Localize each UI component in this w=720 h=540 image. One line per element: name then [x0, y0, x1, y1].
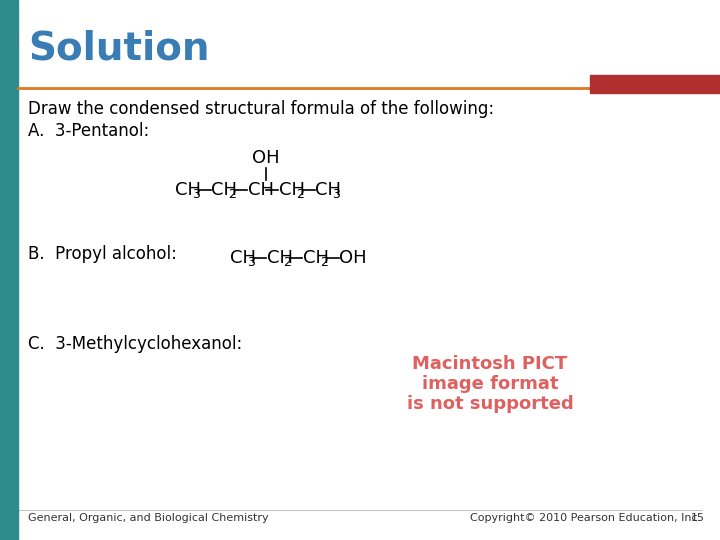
- Text: OH: OH: [340, 249, 367, 267]
- Text: 3: 3: [333, 187, 341, 200]
- Text: image format: image format: [422, 375, 558, 393]
- Text: A.  3-Pentanol:: A. 3-Pentanol:: [28, 122, 149, 140]
- Text: B.  Propyl alcohol:: B. Propyl alcohol:: [28, 245, 177, 263]
- Text: Solution: Solution: [28, 30, 210, 68]
- Text: Copyright© 2010 Pearson Education, Inc.: Copyright© 2010 Pearson Education, Inc.: [470, 513, 701, 523]
- Text: CH: CH: [303, 249, 329, 267]
- Text: is not supported: is not supported: [407, 395, 573, 413]
- Text: Macintosh PICT: Macintosh PICT: [413, 355, 567, 373]
- Text: Draw the condensed structural formula of the following:: Draw the condensed structural formula of…: [28, 100, 494, 118]
- Text: 15: 15: [691, 513, 705, 523]
- Bar: [0, 0, 18, 540]
- Text: 2: 2: [320, 255, 328, 268]
- Text: C.  3-Methylcyclohexanol:: C. 3-Methylcyclohexanol:: [28, 335, 242, 353]
- Text: CH: CH: [279, 181, 305, 199]
- Text: 3: 3: [192, 187, 200, 200]
- Text: 2: 2: [296, 187, 304, 200]
- Text: CH: CH: [230, 249, 256, 267]
- Text: 2: 2: [228, 187, 236, 200]
- Text: CH: CH: [175, 181, 201, 199]
- Text: CH: CH: [315, 181, 341, 199]
- Text: 3: 3: [247, 255, 255, 268]
- Text: General, Organic, and Biological Chemistry: General, Organic, and Biological Chemist…: [28, 513, 269, 523]
- Text: CH: CH: [266, 249, 292, 267]
- Text: 2: 2: [284, 255, 292, 268]
- Text: OH: OH: [252, 149, 280, 167]
- Bar: [590, 75, 720, 93]
- Text: CH: CH: [248, 181, 274, 199]
- Text: CH: CH: [212, 181, 238, 199]
